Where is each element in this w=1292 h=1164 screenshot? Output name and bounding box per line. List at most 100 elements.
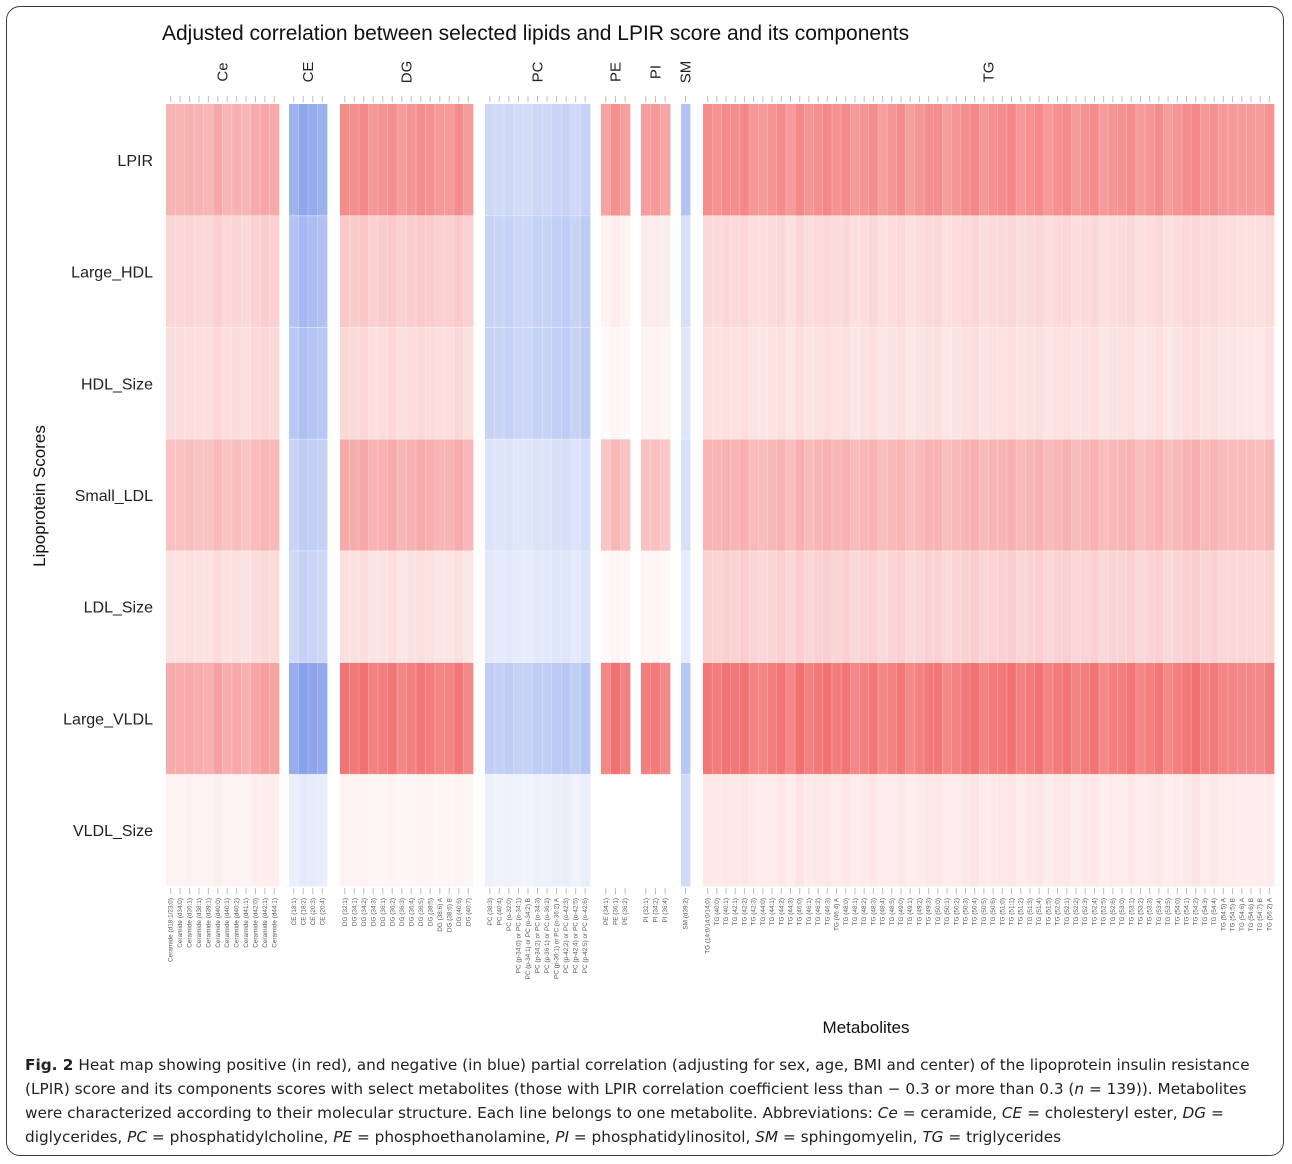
heatmap-cell — [804, 774, 814, 887]
heatmap-cell — [650, 327, 661, 440]
heatmap-cell — [1099, 662, 1109, 775]
heatmap-cell — [1218, 327, 1229, 440]
heatmap-cell — [721, 104, 732, 217]
metabolite-label: TG (54:6) B — [1248, 898, 1255, 931]
heatmap-cell — [222, 774, 233, 887]
heatmap-cell — [435, 215, 445, 328]
metabolite-label: TG (48:2) — [861, 898, 868, 925]
heatmap-cell — [203, 550, 214, 663]
heatmap-cell — [561, 774, 572, 887]
heatmap-cell — [1181, 104, 1192, 217]
heatmap-cell — [289, 774, 299, 887]
heatmap-cell — [960, 215, 971, 328]
heatmap-cell — [463, 774, 474, 887]
heatmap-cell — [1034, 327, 1045, 440]
heatmap-cell — [641, 327, 652, 440]
heatmap-cell — [289, 662, 299, 775]
heatmap-cell — [463, 104, 474, 217]
heatmap-cell — [425, 104, 436, 217]
heatmap-cell — [184, 662, 195, 775]
heatmap-cell — [523, 327, 534, 440]
heatmap-cell — [494, 662, 505, 775]
heatmap-cell — [387, 327, 398, 440]
heatmap-cell — [896, 550, 907, 663]
heatmap-cell — [359, 327, 369, 440]
heatmap-cell — [1135, 439, 1146, 552]
metabolite-label: Ceramide (d41:1) — [243, 898, 250, 948]
heatmap-cell — [859, 550, 870, 663]
metabolite-label: DG (36:4) — [408, 898, 415, 926]
heatmap-cell — [397, 662, 407, 775]
heatmap-cell — [1052, 215, 1063, 328]
heatmap-cell — [1255, 550, 1266, 663]
heatmap-cell — [933, 439, 943, 552]
heatmap-cell — [504, 215, 515, 328]
heatmap-cell — [712, 774, 722, 887]
abbreviation-sm: SM — [755, 1128, 779, 1146]
heatmap-cell — [641, 215, 652, 328]
heatmap-cell — [776, 439, 787, 552]
heatmap-cell — [1099, 550, 1109, 663]
heatmap-cell — [887, 550, 897, 663]
heatmap-cell — [997, 774, 1008, 887]
heatmap-cell — [1034, 104, 1045, 217]
heatmap-cell — [1218, 550, 1229, 663]
heatmap-cell — [1227, 550, 1238, 663]
heatmap-cell — [1181, 439, 1192, 552]
heatmap-cell — [721, 774, 732, 887]
heatmap-cell — [1191, 550, 1201, 663]
heatmap-cell — [1246, 439, 1256, 552]
abbreviation-definition: = ceramide, — [897, 1104, 1002, 1122]
heatmap-cell — [942, 215, 953, 328]
heatmap-cell — [260, 215, 270, 328]
heatmap-cell — [213, 774, 223, 887]
heatmap-cell — [1246, 550, 1256, 663]
metabolite-label: Ceramide (d44:1) — [271, 898, 278, 948]
heatmap-cell — [317, 662, 328, 775]
abbreviation-definition: = sphingomyelin, — [778, 1128, 923, 1146]
heatmap-cell — [767, 215, 778, 328]
heatmap-cell — [463, 439, 474, 552]
heatmap-cell — [1172, 104, 1183, 217]
heatmap-cell — [997, 104, 1008, 217]
heatmap-cell — [1135, 215, 1146, 328]
heatmap-cell — [795, 550, 805, 663]
heatmap-cell — [387, 104, 398, 217]
heatmap-cell — [620, 215, 631, 328]
abbreviation-definition: = diglycerides, — [25, 1104, 1224, 1146]
metabolite-label: PE (34:1) — [603, 898, 610, 925]
abbreviation-list: Ce = ceramide, CE = cholesteryl ester, D… — [25, 1104, 1224, 1146]
heatmap-cell — [1200, 774, 1210, 887]
heatmap-cell — [804, 327, 814, 440]
heatmap-cell — [1255, 327, 1266, 440]
heatmap-cell — [804, 662, 814, 775]
heatmap-cell — [776, 327, 787, 440]
heatmap-cell — [485, 215, 495, 328]
row-label: LDL_Size — [84, 600, 153, 617]
heatmap-cell — [1191, 327, 1201, 440]
heatmap-cell — [601, 662, 612, 775]
heatmap-cell — [349, 327, 360, 440]
heatmap-cell — [1154, 327, 1164, 440]
heatmap-cell — [561, 104, 572, 217]
heatmap-cell — [951, 215, 962, 328]
metabolite-label: TG (49:3) — [926, 898, 933, 925]
heatmap-cell — [822, 439, 833, 552]
heatmap-cell — [681, 215, 691, 328]
heatmap-cell — [532, 550, 543, 663]
row-label: Large_VLDL — [63, 711, 153, 728]
heatmap-cell — [513, 662, 524, 775]
heatmap-cell — [1246, 104, 1256, 217]
heatmap-cell — [241, 104, 252, 217]
heatmap-cell — [1016, 662, 1026, 775]
heatmap-cell — [850, 550, 860, 663]
heatmap-cell — [1209, 662, 1220, 775]
metabolite-label: TG (54:0) — [1174, 898, 1181, 925]
heatmap-cell — [822, 774, 833, 887]
heatmap-cell — [1172, 662, 1183, 775]
heatmap-cell — [1108, 439, 1118, 552]
heatmap-cell — [425, 215, 436, 328]
heatmap-cell — [222, 327, 233, 440]
heatmap-cell — [767, 439, 778, 552]
heatmap-cell — [349, 550, 360, 663]
